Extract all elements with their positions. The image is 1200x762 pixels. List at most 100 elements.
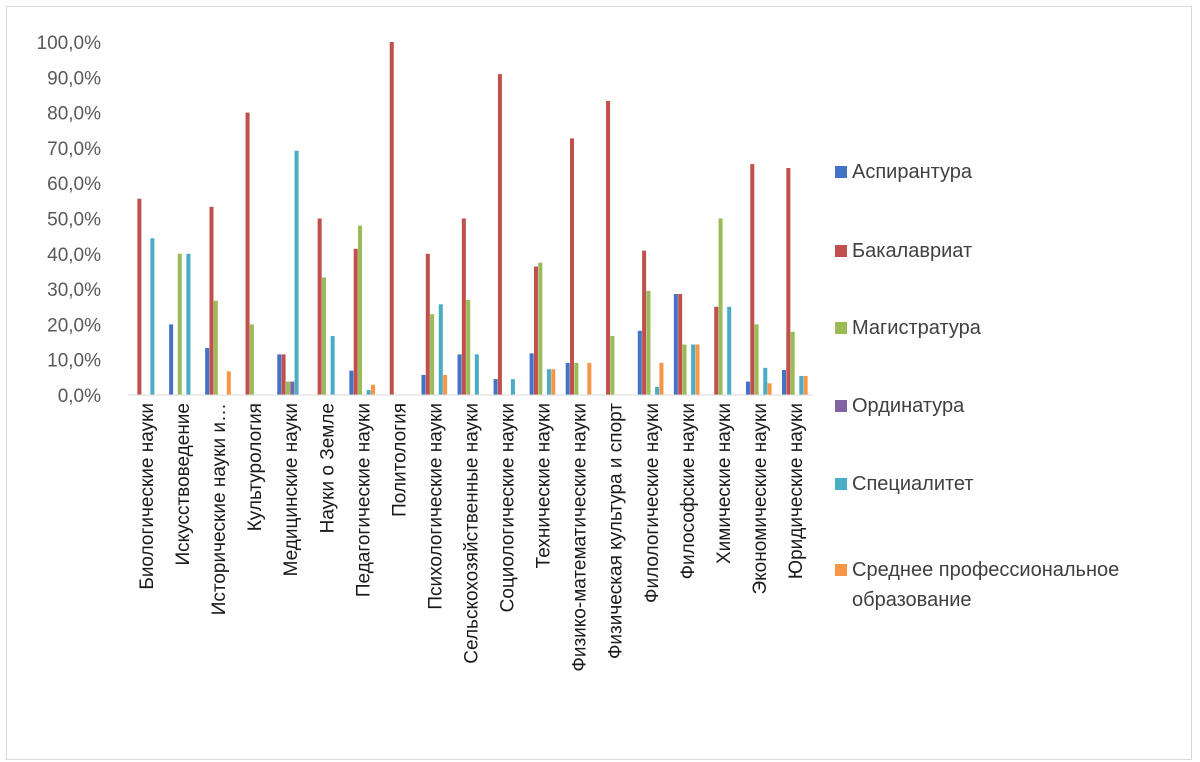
- legend-label: Магистратура: [852, 317, 982, 339]
- x-category-label: Медицинские науки: [281, 403, 302, 576]
- x-category-label: Исторические науки и…: [209, 403, 230, 615]
- bar-6-7: [370, 384, 376, 395]
- y-tick-label: 50,0%: [47, 210, 101, 231]
- legend-label: Среднее профессиональное образование: [852, 559, 1119, 611]
- legend-swatch: [835, 478, 847, 490]
- bar-2-13: [570, 138, 575, 395]
- bar-2-4: [245, 112, 250, 395]
- bar-2-9: [425, 253, 430, 395]
- bar-3-16: [682, 344, 687, 395]
- bar-2-15: [642, 250, 647, 395]
- bar-3-6: [321, 277, 326, 395]
- bar-6-19: [803, 375, 808, 395]
- x-category-label: Сельскохозяйственные науки: [462, 403, 483, 664]
- bar-5-17: [727, 306, 732, 395]
- y-tick-label: 0,0%: [58, 386, 101, 407]
- bar-1-10: [457, 354, 462, 395]
- x-category-label: Социологические науки: [498, 403, 519, 612]
- bar-1-15: [637, 330, 642, 395]
- bar-5-2: [186, 253, 191, 395]
- x-category-label: Искусствоведение: [173, 403, 194, 565]
- bar-5-6: [330, 336, 335, 395]
- bar-6-16: [695, 344, 700, 395]
- bar-1-19: [781, 369, 787, 395]
- x-category-label: Юридические науки: [786, 403, 807, 579]
- bar-1-18: [745, 381, 750, 395]
- bar-1-13: [565, 362, 570, 395]
- bar-3-17: [718, 218, 723, 395]
- legend-swatch: [835, 245, 847, 257]
- bar-2-12: [533, 266, 538, 395]
- bar-5-19: [799, 375, 804, 395]
- bar-3-5: [285, 381, 290, 395]
- bar-5-12: [546, 369, 551, 395]
- bar-6-15: [659, 362, 664, 395]
- bar-2-11: [497, 74, 502, 396]
- bar-3-7: [358, 225, 363, 395]
- x-category-label: Физическая культура и спорт: [606, 403, 627, 659]
- bar-2-6: [317, 218, 322, 395]
- bar-2-16: [678, 294, 683, 395]
- bar-6-12: [551, 369, 556, 395]
- bar-5-7: [366, 390, 371, 395]
- bar-6-3: [226, 371, 231, 395]
- x-category-label: Филологические науки: [642, 403, 663, 603]
- y-tick-label: 40,0%: [47, 245, 101, 266]
- legend-label: Аспирантура: [852, 161, 973, 183]
- bar-5-16: [691, 344, 696, 395]
- x-category-label: Экономические науки: [750, 403, 771, 595]
- bar-2-10: [461, 218, 466, 395]
- bar-3-2: [177, 253, 182, 395]
- bar-5-10: [474, 354, 479, 395]
- legend-label: Ординатура: [852, 395, 965, 417]
- x-category-label: Химические науки: [714, 403, 735, 564]
- y-tick-label: 20,0%: [47, 315, 101, 336]
- bar-3-13: [574, 362, 579, 395]
- bar-6-13: [587, 362, 592, 395]
- bar-4-5: [290, 381, 295, 395]
- y-tick-label: 70,0%: [47, 139, 101, 160]
- y-tick-label: 80,0%: [47, 104, 101, 125]
- bar-2-5: [281, 354, 286, 395]
- x-axis-category-labels: Биологические науки Искусствоведение Истор…: [137, 403, 807, 672]
- bar-1-11: [493, 379, 498, 395]
- bar-3-14: [610, 336, 615, 395]
- x-category-label: Технические науки: [534, 403, 555, 568]
- legend-swatch: [835, 564, 847, 576]
- legend-swatch: [835, 322, 847, 334]
- bar-1-5: [277, 354, 282, 395]
- chart-bars: [137, 42, 808, 396]
- x-category-label: Психологические науки: [425, 403, 446, 610]
- bar-2-3: [209, 206, 214, 395]
- bar-1-12: [529, 353, 534, 395]
- bar-3-4: [249, 324, 254, 395]
- bar-1-9: [421, 374, 426, 395]
- bar-2-8: [389, 42, 394, 395]
- bar-1-3: [205, 348, 210, 395]
- x-category-label: Физико-математические науки: [570, 403, 591, 672]
- bar-6-18: [767, 383, 772, 395]
- bar-5-1: [150, 238, 155, 395]
- y-tick-label: 60,0%: [47, 174, 101, 195]
- y-tick-label: 30,0%: [47, 280, 101, 301]
- y-tick-label: 90,0%: [47, 68, 101, 89]
- x-category-label: Науки о Земле: [317, 403, 338, 533]
- chart-frame: 0,0% 10,0% 20,0% 30,0% 40,0% 50,0% 60,0% 70,0% 8…: [6, 6, 1192, 760]
- bar-2-7: [353, 248, 358, 395]
- legend: Аспирантура Бакалавриат Магистратура Ордина…: [835, 161, 1119, 611]
- bar-2-18: [750, 164, 755, 395]
- legend-swatch: [835, 400, 847, 412]
- chart-svg: 0,0% 10,0% 20,0% 30,0% 40,0% 50,0% 60,0% 70,0% 8…: [37, 33, 1120, 672]
- legend-label: Специалитет: [852, 473, 974, 495]
- bar-5-18: [763, 367, 768, 395]
- bar-2-14: [606, 100, 611, 395]
- x-category-label: Философские науки: [678, 403, 699, 579]
- bar-3-3: [213, 300, 218, 395]
- legend-swatch: [835, 166, 847, 178]
- bar-5-5: [294, 150, 299, 395]
- x-category-label: Культурология: [245, 403, 266, 531]
- bar-1-7: [349, 370, 354, 395]
- bar-3-12: [538, 262, 543, 396]
- y-tick-label: 100,0%: [37, 33, 102, 54]
- bar-6-9: [443, 374, 448, 395]
